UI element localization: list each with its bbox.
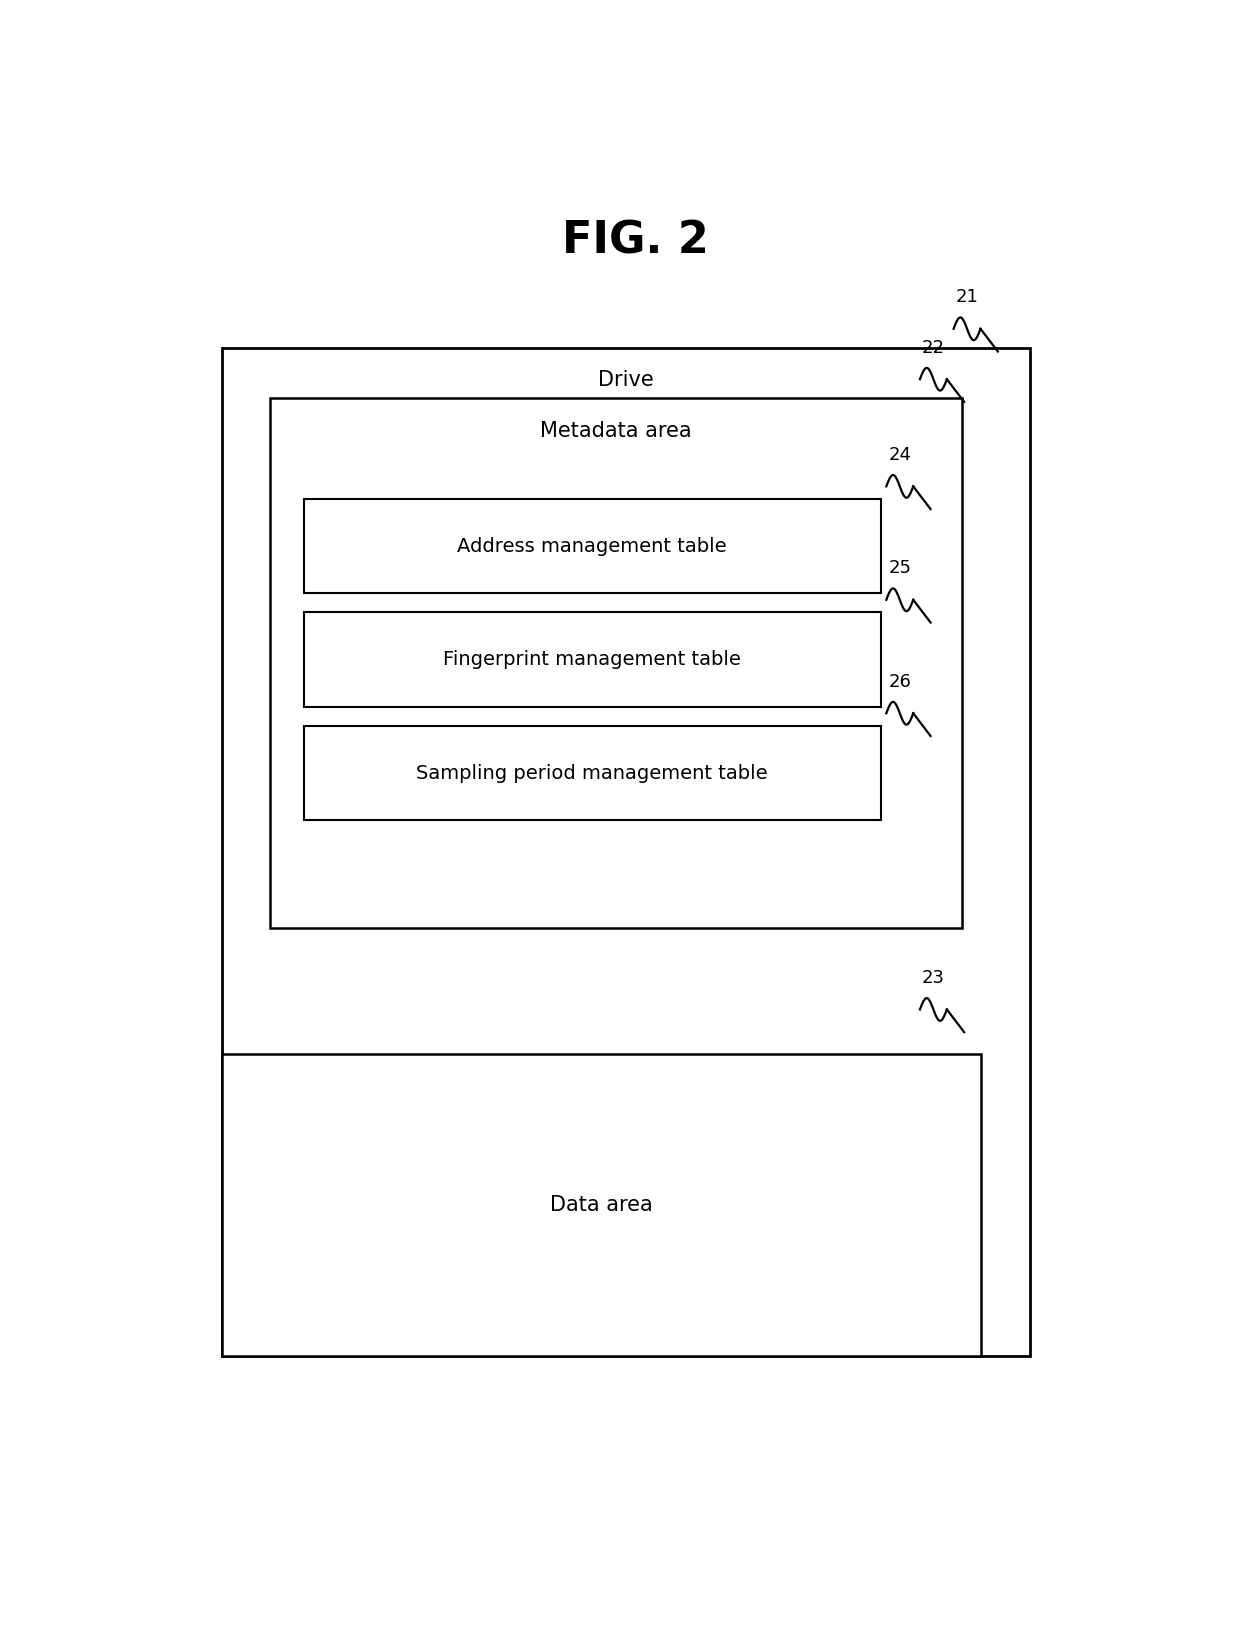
Text: 22: 22 [921,339,945,357]
Text: 25: 25 [888,560,911,578]
Text: 24: 24 [888,445,911,463]
Bar [304,612,880,707]
Text: Drive: Drive [598,370,653,390]
Text: 23: 23 [921,969,945,987]
Text: 26: 26 [888,673,911,691]
Bar [304,725,880,820]
Text: Fingerprint management table: Fingerprint management table [444,650,742,670]
Bar [222,1054,982,1355]
Bar [304,499,880,594]
Text: Address management table: Address management table [458,537,727,555]
Text: FIG. 2: FIG. 2 [562,219,709,262]
Bar [222,347,1029,1355]
Text: Sampling period management table: Sampling period management table [417,763,768,782]
Text: Data area: Data area [551,1195,653,1215]
Text: 21: 21 [956,288,978,306]
Text: Metadata area: Metadata area [541,421,692,440]
Bar [270,398,962,928]
